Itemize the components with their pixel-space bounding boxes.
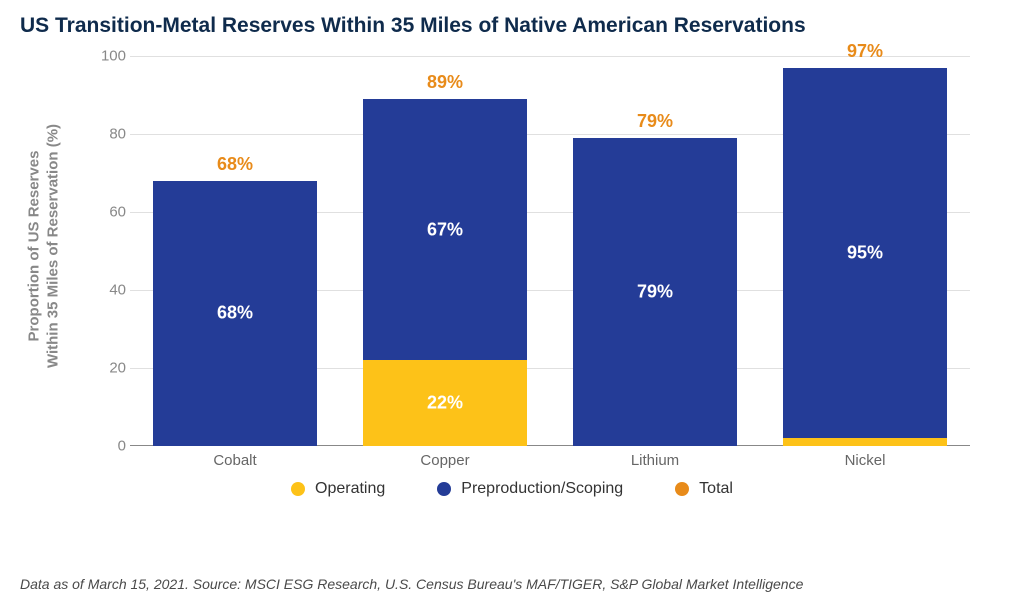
legend-label: Preproduction/Scoping: [461, 480, 623, 498]
y-axis-title-line2: Within 35 Miles of Reservation (%): [44, 124, 61, 368]
chart-container: US Transition-Metal Reserves Within 35 M…: [0, 0, 1024, 606]
chart-title: US Transition-Metal Reserves Within 35 M…: [20, 14, 1004, 38]
x-tick-label: Lithium: [631, 452, 679, 469]
bar-total-label: 97%: [783, 41, 947, 62]
legend-label: Total: [699, 480, 733, 498]
legend-item: Total: [675, 480, 733, 498]
legend-swatch: [675, 482, 689, 496]
legend: Operating Preproduction/Scoping Total: [20, 480, 1004, 501]
x-tick-label: Nickel: [845, 452, 886, 469]
bar-total-label: 79%: [573, 111, 737, 132]
legend-item: Preproduction/Scoping: [437, 480, 623, 498]
bar-group: 68% 68%: [153, 56, 317, 446]
x-tick-label: Cobalt: [213, 452, 256, 469]
bar-group: 2%95%97%: [783, 56, 947, 446]
bar-segment-operating: [783, 438, 947, 446]
bar-group: 22% 67% 89%: [363, 56, 527, 446]
source-footnote: Data as of March 15, 2021. Source: MSCI …: [20, 576, 803, 592]
legend-label: Operating: [315, 480, 385, 498]
x-tick-label: Copper: [420, 452, 469, 469]
y-tick-label: 100: [92, 48, 126, 65]
legend-swatch: [291, 482, 305, 496]
y-tick-label: 40: [92, 282, 126, 299]
chart-area: Proportion of US Reserves Within 35 Mile…: [20, 46, 1004, 506]
bar-group: 79% 79%: [573, 56, 737, 446]
bar-segment-label: 79%: [573, 281, 737, 302]
bar-segment-label: 95%: [783, 242, 947, 263]
y-axis-title-line1: Proportion of US Reserves: [25, 151, 42, 342]
legend-swatch: [437, 482, 451, 496]
plot-region: 68% 68% 22% 67% 89% 79% 79% 2%95%97%: [130, 56, 970, 446]
bar-segment-label: 68%: [153, 303, 317, 324]
bar-total-label: 68%: [153, 154, 317, 175]
bar-segment-label: 22%: [363, 393, 527, 414]
y-tick-label: 20: [92, 360, 126, 377]
bar-total-label: 89%: [363, 72, 527, 93]
y-tick-label: 60: [92, 204, 126, 221]
legend-item: Operating: [291, 480, 385, 498]
bar-segment-label: 67%: [363, 219, 527, 240]
y-tick-label: 0: [92, 438, 126, 455]
y-tick-label: 80: [92, 126, 126, 143]
y-axis-title: Proportion of US Reserves Within 35 Mile…: [25, 66, 63, 426]
